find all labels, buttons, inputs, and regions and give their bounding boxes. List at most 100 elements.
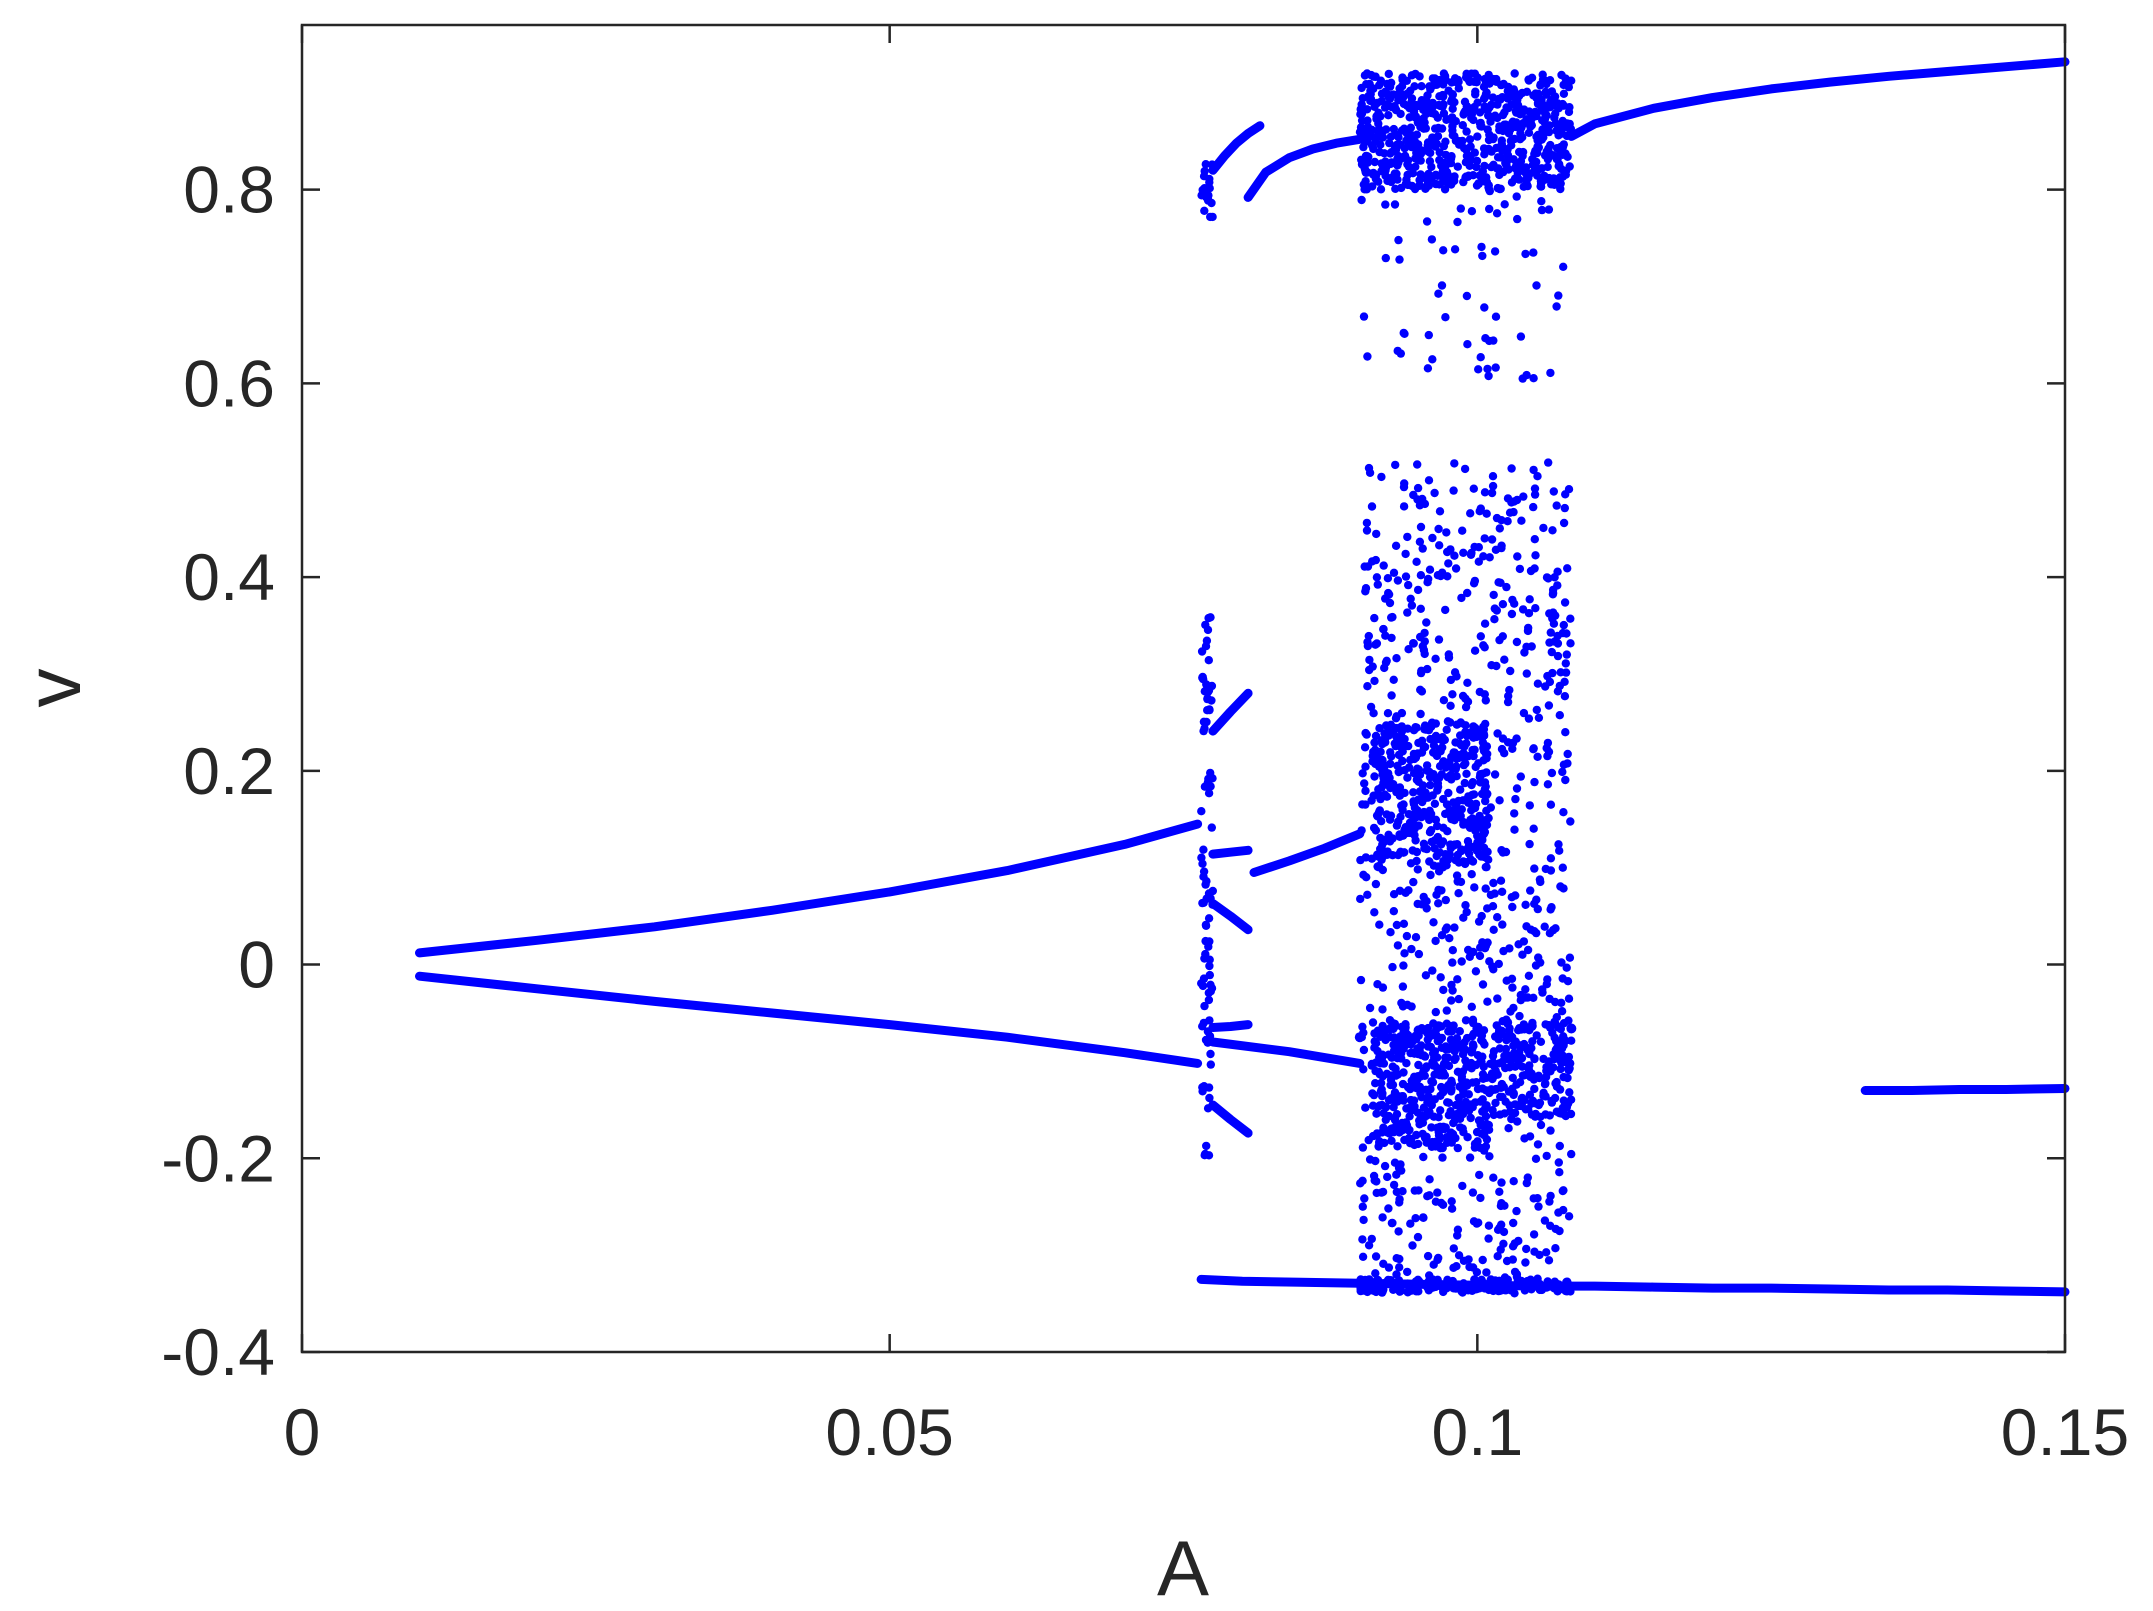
scatter-point — [1411, 933, 1421, 942]
scatter-point — [1500, 200, 1509, 209]
scatter-point — [1486, 1275, 1496, 1284]
scatter-point — [1407, 97, 1416, 107]
scatter-point — [1546, 1191, 1555, 1201]
scatter-point — [1519, 492, 1528, 501]
scatter-point — [1492, 1021, 1501, 1030]
scatter-point — [1446, 806, 1455, 816]
scatter-point — [1530, 1247, 1539, 1256]
scatter-point — [1434, 899, 1443, 908]
scatter-point — [1431, 936, 1440, 946]
scatter-point — [1393, 576, 1403, 585]
scatter-point — [1488, 481, 1498, 491]
scatter-point — [1460, 144, 1469, 153]
scatter-point — [1512, 784, 1522, 793]
scatter-point — [1446, 1035, 1456, 1044]
scatter-point — [1481, 862, 1491, 872]
scatter-point — [1564, 107, 1574, 117]
scatter-point — [1560, 503, 1570, 513]
scatter-point — [1460, 778, 1470, 788]
scatter-point — [1497, 1079, 1507, 1089]
scatter-point — [1404, 162, 1414, 171]
scatter-point — [1534, 1202, 1543, 1211]
scatter-point — [1362, 526, 1372, 535]
scatter-point — [1517, 1053, 1527, 1063]
scatter-point — [1434, 1113, 1443, 1122]
scatter-point — [1540, 1216, 1550, 1225]
scatter-point — [1204, 942, 1213, 951]
scatter-point — [1416, 709, 1425, 719]
scatter-point — [1447, 813, 1456, 822]
scatter-point — [1482, 754, 1491, 763]
scatter-point — [1533, 752, 1542, 761]
scatter-point — [1204, 995, 1214, 1005]
scatter-region-4 — [1367, 1018, 1494, 1153]
scatter-point — [1372, 529, 1381, 539]
scatter-point — [1466, 509, 1475, 518]
scatter-point — [1362, 80, 1371, 89]
scatter-point — [1516, 772, 1526, 781]
scatter-point — [1360, 743, 1370, 752]
scatter-point — [1356, 975, 1366, 985]
scatter-point — [1204, 914, 1214, 923]
scatter-point — [1516, 129, 1525, 138]
scatter-point — [1203, 706, 1212, 715]
scatter-point — [1417, 1093, 1426, 1102]
scatter-point — [1443, 115, 1452, 124]
scatter-point — [1207, 984, 1217, 993]
scatter-point — [1435, 507, 1445, 516]
scatter-point — [1493, 913, 1502, 922]
scatter-point — [1373, 580, 1383, 589]
scatter-point — [1444, 559, 1453, 568]
scatter-point — [1383, 574, 1393, 583]
scatter-point — [1537, 1284, 1546, 1293]
scatter-point — [1446, 844, 1456, 853]
scatter-point — [1564, 1212, 1574, 1221]
scatter-point — [1535, 875, 1545, 884]
scatter-point — [1487, 1085, 1496, 1094]
scatter-point — [1369, 709, 1378, 718]
scatter-point — [1401, 549, 1410, 559]
scatter-point — [1509, 1177, 1518, 1186]
scatter-point — [1559, 262, 1568, 271]
scatter-point — [1508, 983, 1517, 992]
scatter-point — [1491, 312, 1501, 321]
scatter-point — [1451, 117, 1461, 126]
scatter-point — [1378, 1021, 1387, 1031]
scatter-point — [1478, 251, 1487, 261]
scatter-point — [1415, 787, 1425, 796]
scatter-point — [1498, 632, 1508, 641]
scatter-point — [1447, 1197, 1456, 1206]
scatter-region-7 — [1357, 186, 1568, 383]
scatter-point — [1380, 103, 1390, 112]
scatter-point — [1562, 650, 1572, 659]
scatter-point — [1540, 76, 1550, 85]
scatter-point — [1525, 107, 1534, 116]
scatter-point — [1468, 1032, 1477, 1041]
scatter-point — [1458, 121, 1468, 130]
scatter-point — [1562, 131, 1572, 141]
scatter-point — [1539, 523, 1548, 533]
scatter-point — [1373, 1046, 1382, 1056]
scatter-point — [1426, 734, 1435, 744]
scatter-point — [1444, 653, 1454, 662]
scatter-point — [1446, 701, 1455, 710]
scatter-point — [1546, 1067, 1555, 1076]
scatter-point — [1559, 808, 1568, 817]
scatter-point — [1460, 464, 1470, 474]
scatter-point — [1376, 1032, 1385, 1042]
scatter-point — [1530, 777, 1539, 787]
scatter-point — [1396, 109, 1405, 119]
scatter-point — [1507, 178, 1517, 187]
scatter-point — [1412, 813, 1421, 822]
scatter-point — [1558, 1186, 1568, 1196]
scatter-point — [1414, 1186, 1423, 1195]
scatter-point — [1380, 1138, 1389, 1148]
scatter-point — [1395, 255, 1404, 264]
scatter-point — [1204, 656, 1214, 665]
scatter-point — [1448, 946, 1458, 955]
scatter-point — [1545, 929, 1555, 938]
scatter-point — [1371, 1156, 1380, 1166]
scatter-point — [1416, 116, 1425, 125]
scatter-point — [1512, 495, 1522, 505]
scatter-point — [1386, 928, 1395, 937]
